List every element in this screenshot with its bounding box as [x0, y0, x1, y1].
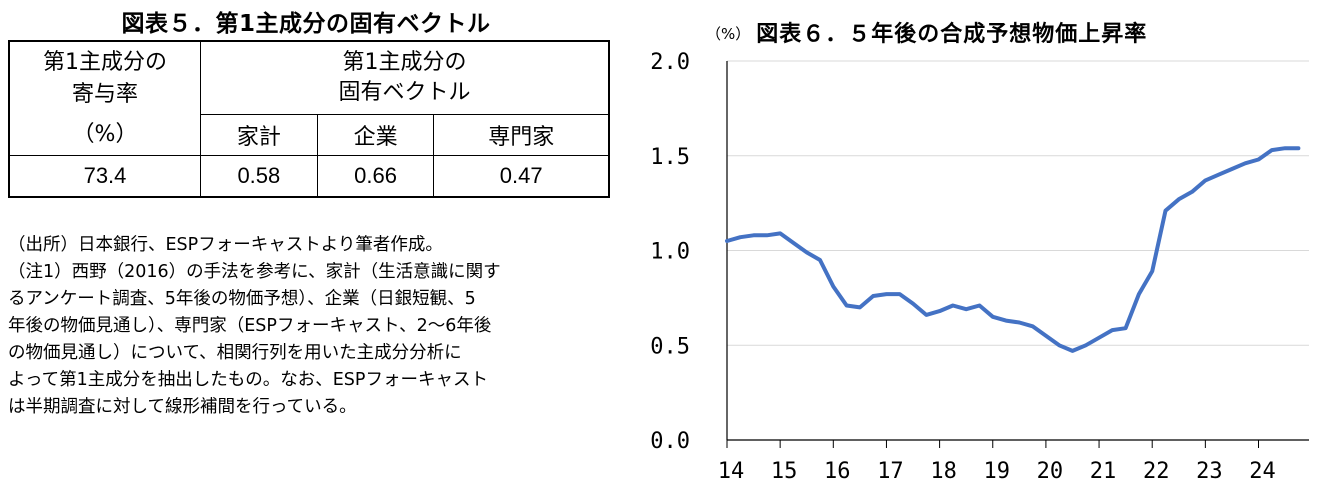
table-title: 図表５．第1主成分の固有ベクトル — [121, 11, 491, 37]
note-line: （注1）西野（2016）の手法を参考に、家計（生活意識に関す — [8, 262, 501, 282]
contribution-header-line2: 寄与率 — [71, 81, 138, 107]
contribution-header-line1: 第1主成分の — [43, 49, 167, 75]
x-tick-label: 15 — [771, 459, 798, 484]
contribution-header-line3: （%） — [72, 121, 138, 147]
x-axis-ticks: 14 15 16 17 18 19 20 21 22 23 24 — [718, 459, 1276, 484]
column-header-expert: 専門家 — [433, 114, 610, 156]
x-tick-label: 17 — [877, 459, 904, 484]
series-line — [725, 146, 1301, 353]
y-tick-label: 0.0 — [650, 429, 690, 454]
x-tick-label: 14 — [718, 459, 745, 484]
axes — [726, 61, 1309, 448]
x-tick-label: 16 — [824, 459, 851, 484]
x-tick-label: 21 — [1090, 459, 1117, 484]
eigenvector-table: 第1主成分の 寄与率 （%） 第1主成分の 固有ベクトル 家計 企業 専門家 7… — [8, 40, 610, 198]
note-line: の物価見通し）について、相関行列を用いた主成分分析に — [8, 343, 462, 363]
y-tick-label: 0.5 — [650, 334, 690, 359]
series — [725, 146, 1301, 353]
x-tick-label: 19 — [984, 459, 1011, 484]
y-unit-label: （%） — [706, 25, 751, 43]
y-tick-label: 1.0 — [650, 240, 690, 265]
note-line: よって第1主成分を抽出したもの。なお、ESPフォーキャスト — [8, 370, 488, 390]
eigenvector-header: 第1主成分の 固有ベクトル — [200, 40, 610, 115]
x-tick-label: 18 — [930, 459, 957, 484]
chart-title: （%） 図表６．５年後の合成予想物価上昇率 — [706, 16, 1147, 48]
expert-value: 0.47 — [433, 155, 610, 198]
y-axis-ticks: 0.0 0.5 1.0 1.5 2.0 — [650, 50, 690, 454]
table-row: 73.4 0.58 0.66 0.47 — [8, 155, 610, 198]
note-line: るアンケート調査、5年後の物価予想）、企業（日銀短観、5 — [8, 289, 476, 309]
contribution-header: 第1主成分の 寄与率 （%） — [8, 40, 201, 156]
x-tick-label: 22 — [1143, 459, 1170, 484]
y-tick-label: 2.0 — [650, 50, 690, 75]
x-tick-label: 24 — [1249, 459, 1276, 484]
firm-value: 0.66 — [316, 155, 435, 198]
notes: （出所）日本銀行、ESPフォーキャストより筆者作成。 （注1）西野（2016）の… — [8, 232, 613, 421]
note-line: （出所）日本銀行、ESPフォーキャストより筆者作成。 — [8, 235, 443, 255]
column-header-firm: 企業 — [316, 114, 435, 156]
column-header-household: 家計 — [200, 114, 318, 156]
eigenvector-header-line2: 固有ベクトル — [338, 80, 471, 105]
x-tick-label: 23 — [1196, 459, 1223, 484]
note-line: 年後の物価見通し）、専門家（ESPフォーキャスト、2～6年後 — [8, 316, 492, 336]
note-line: は半期調査に対して線形補間を行っている。 — [8, 397, 357, 417]
y-tick-label: 1.5 — [650, 145, 690, 170]
gridlines — [727, 60, 1309, 346]
x-tick-label: 20 — [1037, 459, 1064, 484]
eigenvector-header-line1: 第1主成分の — [342, 50, 467, 75]
chart-title-text: 図表６．５年後の合成予想物価上昇率 — [756, 22, 1148, 47]
household-value: 0.58 — [200, 155, 318, 198]
